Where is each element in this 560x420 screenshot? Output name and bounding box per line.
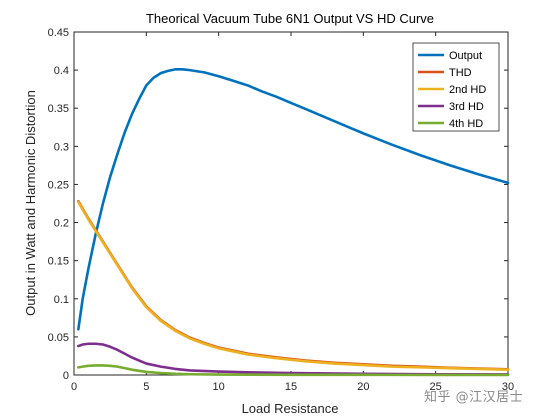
- series-line-output: [77, 68, 510, 331]
- x-tick-label: 25: [430, 381, 442, 393]
- series-line-3rd-hd: [77, 342, 510, 376]
- legend-box: [412, 42, 500, 132]
- y-tick-label: 0.05: [48, 332, 69, 344]
- y-tick-label: 0.35: [48, 103, 69, 115]
- y-tick-label: 0.25: [48, 179, 69, 191]
- series-line-2nd-hd: [77, 200, 510, 371]
- y-axis: 0 0.05 0.1 0.15 0.2 0.25 0.3 0.35 0.4 0.45: [48, 27, 508, 382]
- legend-label: 4th HD: [449, 118, 483, 130]
- y-tick-label: 0.15: [48, 256, 69, 268]
- chart-title: Theorical Vacuum Tube 6N1 Output VS HD C…: [146, 11, 434, 26]
- x-tick-label: 20: [357, 381, 369, 393]
- y-tick-label: 0.2: [54, 218, 69, 230]
- x-tick-label: 10: [213, 381, 225, 393]
- x-axis-label: Load Resistance: [242, 401, 339, 416]
- y-tick-label: 0.1: [54, 294, 69, 306]
- y-tick-label: 0.45: [48, 27, 69, 39]
- y-tick-label: 0.4: [54, 65, 69, 77]
- series-line-4th-hd: [77, 364, 510, 377]
- x-axis: 0 5 10 15 20 25 30: [71, 32, 514, 393]
- legend-label: 3rd HD: [449, 101, 484, 113]
- legend-label: THD: [449, 67, 472, 79]
- legend: Output THD 2nd HD 3rd HD 4th HD: [412, 42, 500, 132]
- series-lines: [77, 68, 510, 377]
- y-tick-label: 0: [63, 370, 69, 382]
- x-tick-label: 15: [285, 381, 297, 393]
- watermark-text: 知乎 @江汉居士: [424, 390, 524, 405]
- x-tick-label: 5: [143, 381, 149, 393]
- legend-label: 2nd HD: [449, 84, 486, 96]
- x-tick-label: 30: [502, 381, 514, 393]
- x-tick-label: 0: [71, 381, 77, 393]
- legend-label: Output: [449, 50, 482, 62]
- y-tick-label: 0.3: [54, 141, 69, 153]
- y-axis-label: Output in Watt and Harmonic Distortion: [23, 90, 38, 316]
